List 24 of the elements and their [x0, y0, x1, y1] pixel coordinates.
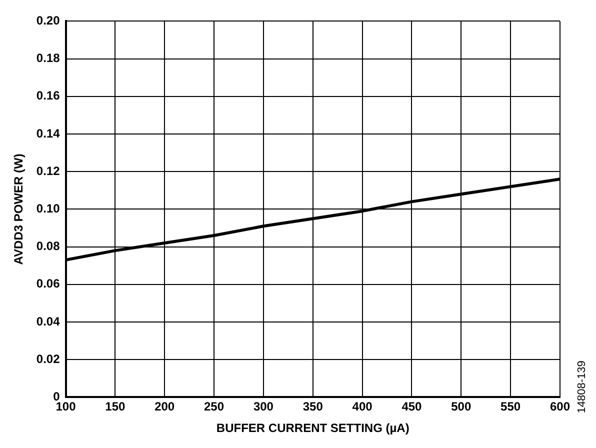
y-tick-label: 0.18 [36, 51, 60, 66]
y-tick-label: 0.14 [36, 126, 60, 140]
y-tick-label: 0.12 [36, 164, 60, 178]
y-tick-label: 0.16 [36, 88, 60, 103]
y-tick-label: 0.10 [36, 202, 60, 216]
x-tick-label: 550 [500, 400, 521, 414]
x-tick-label: 450 [402, 400, 422, 414]
x-axis-title: BUFFER CURRENT SETTING (µA) [216, 421, 410, 436]
x-tick-label: 100 [56, 400, 76, 414]
y-tick-label: 0.20 [36, 14, 60, 28]
text: 14808-139 [576, 360, 588, 414]
x-tick-label: 500 [451, 400, 472, 414]
y-tick-label: 0.04 [36, 314, 60, 328]
y-tick-label: 0.06 [36, 276, 60, 291]
x-tick-label: 400 [352, 400, 373, 414]
x-tick-label: 250 [204, 400, 224, 414]
y-tick-label: 0.08 [36, 239, 60, 254]
x-tick-label: 200 [154, 400, 175, 414]
x-tick-label: 300 [253, 400, 274, 414]
y-axis-title: AVDD3 POWER (W) [12, 154, 26, 265]
x-tick-label: 600 [550, 400, 570, 414]
x-tick-label: 150 [105, 400, 126, 414]
x-tick-label: 350 [302, 400, 324, 414]
y-tick-label: 0.02 [36, 352, 60, 366]
